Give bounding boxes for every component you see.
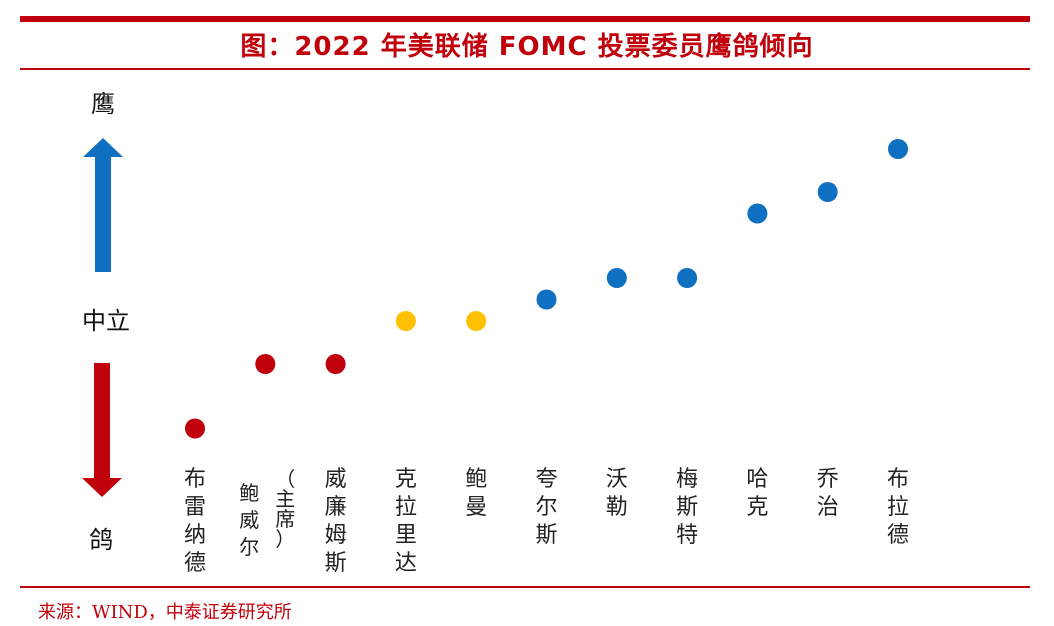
dove-arrow-shaft [94,363,110,479]
title-divider [20,68,1030,70]
source-note: 来源：WIND，中泰证券研究所 [38,602,292,623]
member-name-label: 威廉姆斯 [325,467,347,576]
member-point [255,354,276,374]
member-name-label: 克拉里达 [395,467,417,576]
axis-label-dove: 鸽 [89,526,113,554]
member-point [536,289,557,310]
member-point [395,311,416,331]
member-point [817,182,838,202]
hawk-arrow-shaft [95,156,111,272]
member-name-label: 夸尔斯 [535,467,557,548]
dove-arrow-head [82,478,122,497]
member-point [677,268,698,288]
member-name-label: 乔治 [817,467,839,520]
member-name-label: 沃勒 [606,467,628,520]
member-point [325,354,346,374]
member-name-label: 梅斯特 [676,467,698,548]
top-border-bar [20,16,1030,22]
chart-title: 图：2022 年美联储 FOMC 投票委员鹰鸽倾向 [240,32,814,62]
axis-label-neutral: 中立 [82,307,130,335]
member-point [606,268,627,288]
member-name-label: 鲍曼 [465,467,487,520]
member-name-label: 鲍威尔（主席） [239,467,295,559]
member-point [747,203,768,224]
member-point [185,418,205,439]
member-point [466,311,487,331]
member-name-label: 哈克 [746,467,768,520]
member-name-label: 布雷纳德 [184,467,206,576]
hawk-arrow-head [83,138,123,157]
member-name-label: 布拉德 [887,467,909,548]
axis-label-hawk: 鹰 [91,90,115,118]
bottom-divider [20,586,1030,588]
member-point [888,139,908,159]
